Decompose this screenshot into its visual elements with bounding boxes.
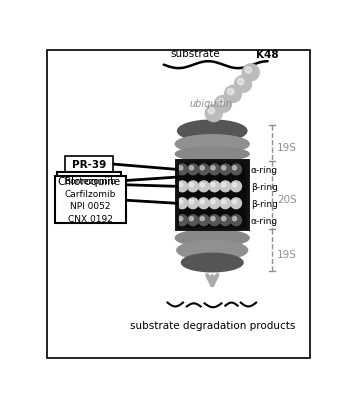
Circle shape [179,217,183,221]
Circle shape [220,198,231,209]
Circle shape [200,183,204,188]
Circle shape [189,166,193,171]
Ellipse shape [175,148,249,162]
Ellipse shape [175,230,249,247]
Circle shape [220,164,231,175]
Circle shape [232,200,237,204]
Circle shape [214,96,231,113]
Circle shape [209,181,220,192]
Bar [177,162,248,229]
Circle shape [231,164,242,175]
Text: ubiquitin: ubiquitin [189,99,232,109]
Circle shape [200,217,204,221]
Ellipse shape [175,135,249,154]
Circle shape [198,198,209,209]
Circle shape [232,183,237,188]
Circle shape [222,200,226,204]
Text: 20S: 20S [277,194,296,204]
Ellipse shape [177,121,247,142]
Circle shape [211,200,215,204]
Circle shape [220,181,231,192]
Text: β-ring: β-ring [251,182,278,191]
Circle shape [200,166,204,171]
Circle shape [228,89,234,96]
Circle shape [205,105,222,122]
Ellipse shape [177,241,248,260]
Circle shape [177,181,188,192]
Circle shape [189,200,193,204]
Circle shape [189,217,193,221]
Circle shape [188,215,198,226]
Bar [177,179,248,195]
Text: α-ring: α-ring [251,216,278,225]
Text: Bortezomib
Carfilzomib
NPI 0052
CNX 0192: Bortezomib Carfilzomib NPI 0052 CNX 0192 [65,177,117,223]
Circle shape [222,217,226,221]
Circle shape [211,166,215,171]
Circle shape [179,183,183,188]
FancyBboxPatch shape [65,157,113,172]
Circle shape [231,181,242,192]
Circle shape [198,181,209,192]
Circle shape [188,198,198,209]
Circle shape [211,217,215,221]
FancyBboxPatch shape [55,177,126,223]
Text: K48: K48 [256,50,279,60]
Circle shape [179,200,183,204]
Circle shape [188,164,198,175]
Circle shape [189,183,193,188]
Circle shape [237,79,244,85]
Circle shape [209,198,220,209]
Circle shape [242,65,259,82]
FancyBboxPatch shape [57,173,121,190]
Ellipse shape [181,254,243,272]
Circle shape [220,215,231,226]
Bar [177,195,248,212]
Circle shape [218,99,224,106]
Circle shape [198,164,209,175]
Circle shape [245,68,252,74]
Circle shape [222,166,226,171]
Text: β-ring: β-ring [251,199,278,208]
Circle shape [211,183,215,188]
Text: α-ring: α-ring [251,166,278,175]
Circle shape [209,215,220,226]
Circle shape [208,108,215,115]
Circle shape [235,76,252,93]
Circle shape [231,198,242,209]
Text: substrate: substrate [171,49,220,60]
Circle shape [224,86,242,103]
Circle shape [209,164,220,175]
Circle shape [188,181,198,192]
Text: 19S: 19S [277,142,297,152]
Circle shape [177,164,188,175]
Circle shape [200,200,204,204]
Bar [177,212,248,229]
Circle shape [232,217,237,221]
Text: PR-39: PR-39 [72,160,106,170]
Bar [177,162,248,179]
Text: substrate degradation products: substrate degradation products [129,320,295,330]
Circle shape [198,215,209,226]
Circle shape [231,215,242,226]
Circle shape [177,198,188,209]
Circle shape [232,166,237,171]
Circle shape [177,215,188,226]
Circle shape [179,166,183,171]
Text: 19S: 19S [277,249,297,259]
Text: Chloroquine: Chloroquine [57,177,121,186]
Circle shape [222,183,226,188]
